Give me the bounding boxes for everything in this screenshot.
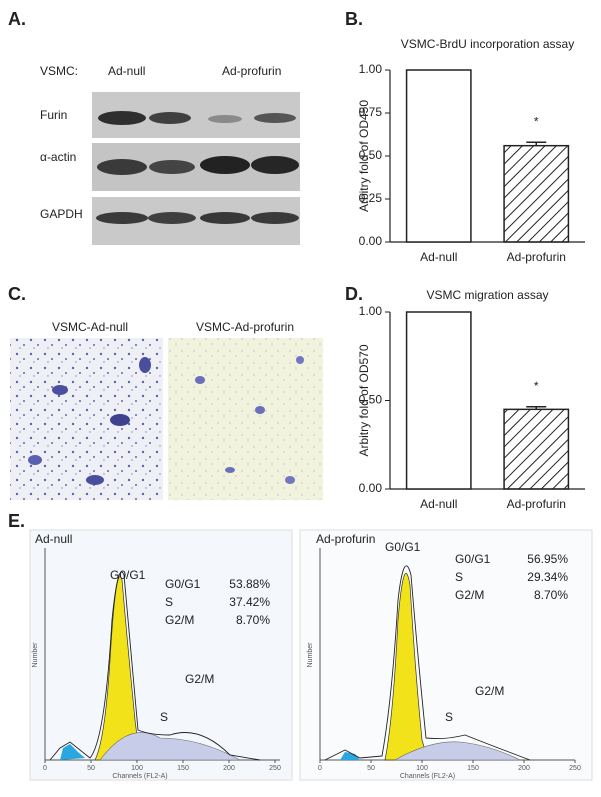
stat-value: 8.70% [236, 613, 270, 627]
blot-group: Ad-profurin [222, 64, 281, 78]
y-tick-label: 0.00 [359, 234, 383, 248]
stat-phase: S [455, 570, 463, 584]
bar [405, 69, 472, 243]
bar [503, 408, 570, 490]
panel-label: E. [8, 511, 25, 531]
y-axis-label: Arbitry fold of OD570 [357, 344, 371, 456]
x-tick-label: Ad-null [420, 250, 457, 264]
histogram-panel [299, 529, 593, 781]
peak-label: G0/G1 [385, 540, 421, 554]
chart-title: VSMC-BrdU incorporation assay [401, 37, 574, 51]
panel-label: C. [8, 284, 26, 304]
x-tick-label: 50 [87, 765, 95, 772]
stat-value: 29.34% [527, 570, 568, 584]
stat-phase: G0/G1 [455, 552, 491, 566]
x-tick-label: Ad-profurin [507, 250, 566, 264]
x-tick-label: 0 [318, 765, 322, 772]
x-axis-label: Channels (FL2-A) [400, 773, 455, 780]
x-tick-label: Ad-profurin [507, 497, 566, 511]
blot-row-label: α-actin [40, 150, 76, 164]
micrograph-label: VSMC-Ad-profurin [196, 320, 294, 334]
micrograph-label: VSMC-Ad-null [52, 320, 128, 334]
panel-label: D. [345, 284, 363, 304]
peak-label: S [445, 710, 453, 724]
histogram-panel [29, 529, 293, 781]
y-tick-label: 0.00 [359, 481, 383, 495]
y-tick-label: 0.25 [359, 191, 383, 205]
x-tick-label: 150 [177, 765, 189, 772]
x-tick-label: 50 [367, 765, 375, 772]
bar [503, 144, 570, 243]
stat-value: 37.42% [229, 595, 270, 609]
y-tick-label: 1.00 [359, 304, 383, 318]
micrograph [10, 338, 163, 500]
y-tick-label: 1.00 [359, 62, 383, 76]
bar [405, 311, 472, 490]
y-tick-label: 0.75 [359, 105, 383, 119]
stat-phase: G2/M [165, 613, 194, 627]
blot-row-label: GAPDH [40, 207, 83, 221]
stat-value: 8.70% [534, 588, 568, 602]
panel-label: B. [345, 9, 363, 29]
y-tick-label: 0.50 [359, 393, 383, 407]
stat-phase: S [165, 595, 173, 609]
peak-label: S [160, 710, 168, 724]
x-tick-label: 200 [223, 765, 235, 772]
y-tick-label: 0.50 [359, 148, 383, 162]
panel-label: A. [8, 9, 26, 29]
y-axis-label: Arbitry fold of OD450 [357, 100, 371, 212]
stat-value: 56.95% [527, 552, 568, 566]
x-tick-label: 250 [269, 765, 281, 772]
stat-phase: G0/G1 [165, 577, 201, 591]
significance-mark: * [534, 379, 539, 393]
y-axis-label: Number [32, 642, 39, 668]
stat-phase: G2/M [455, 588, 484, 602]
significance-mark: * [534, 114, 539, 128]
x-tick-label: 0 [43, 765, 47, 772]
x-tick-label: Ad-null [420, 497, 457, 511]
x-tick-label: 250 [569, 765, 581, 772]
micrograph [168, 338, 323, 500]
x-tick-label: 100 [416, 765, 428, 772]
blot-row-label: Furin [40, 108, 67, 122]
x-tick-label: 200 [518, 765, 530, 772]
peak-label: G0/G1 [110, 568, 146, 582]
x-axis-label: Channels (FL2-A) [112, 773, 167, 780]
x-tick-label: 100 [131, 765, 143, 772]
peak-label: G2/M [475, 684, 504, 698]
stat-value: 53.88% [229, 577, 270, 591]
y-axis-label: Number [307, 642, 314, 668]
histogram-title: Ad-null [35, 532, 72, 546]
peak-label: G2/M [185, 672, 214, 686]
blot-group: Ad-null [108, 64, 145, 78]
x-tick-label: 150 [467, 765, 479, 772]
blot-header: VSMC: [40, 64, 78, 78]
chart-title: VSMC migration assay [426, 288, 548, 302]
blot-image [92, 92, 300, 245]
histogram-title: Ad-profurin [316, 532, 375, 546]
